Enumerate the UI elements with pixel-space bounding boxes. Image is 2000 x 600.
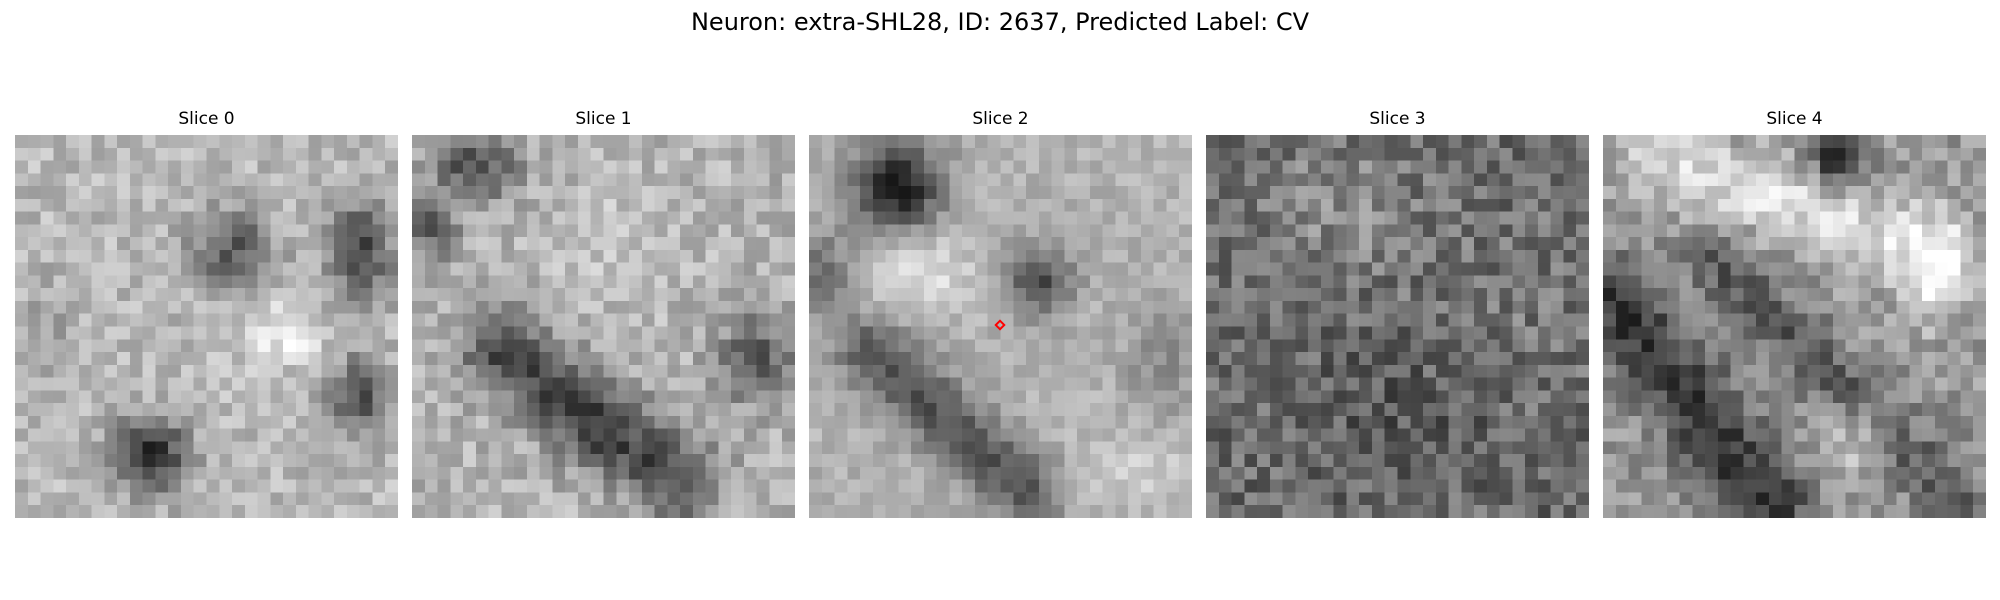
slice-panel-2: Slice 2 bbox=[809, 108, 1192, 518]
slice-panel-0: Slice 0 bbox=[15, 108, 398, 518]
slice-title-0: Slice 0 bbox=[178, 109, 235, 129]
figure-title: Neuron: extra-SHL28, ID: 2637, Predicted… bbox=[690, 8, 1310, 36]
slice-panel-3: Slice 3 bbox=[1206, 108, 1589, 518]
slice-title-3: Slice 3 bbox=[1369, 109, 1426, 129]
slice-image-4 bbox=[1603, 135, 1986, 518]
slice-title-4: Slice 4 bbox=[1766, 109, 1823, 129]
slice-image-0 bbox=[15, 135, 398, 518]
slice-image-1 bbox=[412, 135, 795, 518]
slice-title-1: Slice 1 bbox=[575, 109, 632, 129]
slice-image-2 bbox=[809, 135, 1192, 518]
slice-title-2: Slice 2 bbox=[972, 109, 1029, 129]
slice-image-3 bbox=[1206, 135, 1589, 518]
slice-panel-4: Slice 4 bbox=[1603, 108, 1986, 518]
slice-panel-1: Slice 1 bbox=[412, 108, 795, 518]
